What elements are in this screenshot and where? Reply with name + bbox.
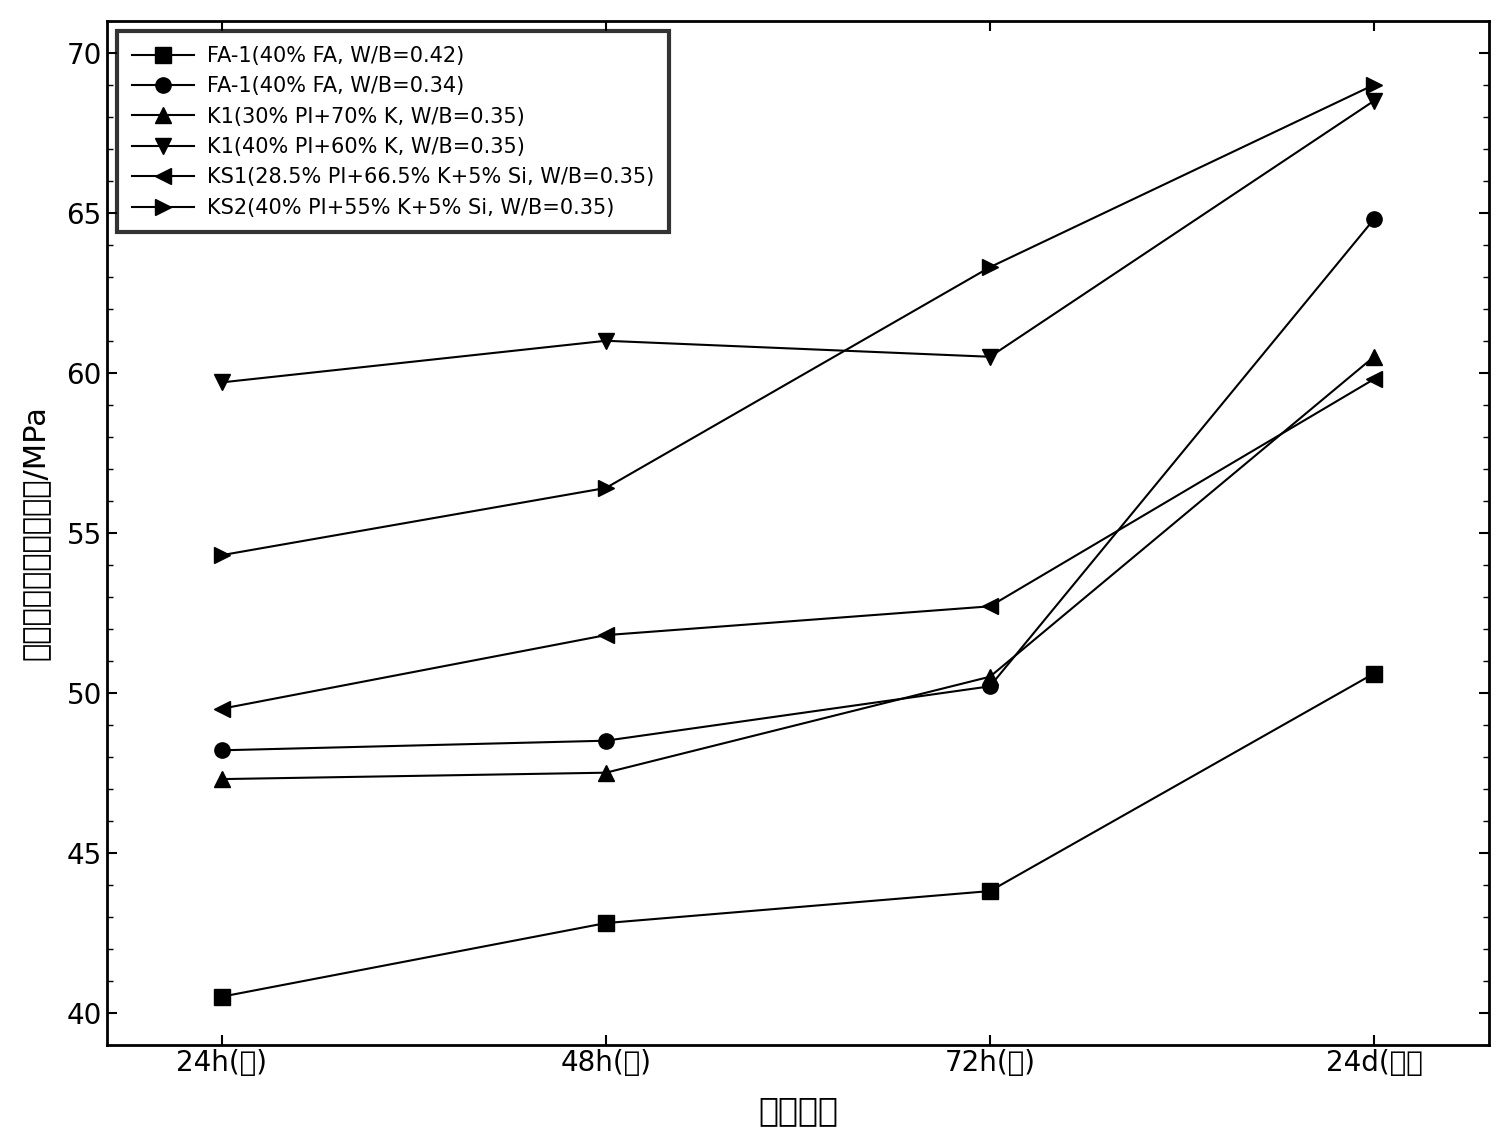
K1(30% PI+70% K, W/B=0.35) (1365, 350, 1383, 364)
K1(40% PI+60% K, W/B=0.35) (596, 334, 615, 348)
K1(40% PI+60% K, W/B=0.35) (982, 350, 1000, 364)
Legend: FA-1(40% FA, W/B=0.42), FA-1(40% FA, W/B=0.34), K1(30% PI+70% K, W/B=0.35), K1(4: FA-1(40% FA, W/B=0.42), FA-1(40% FA, W/B… (118, 31, 669, 233)
KS1(28.5% PI+66.5% K+5% Si, W/B=0.35) (596, 628, 615, 642)
Line: K1(40% PI+60% K, W/B=0.35): K1(40% PI+60% K, W/B=0.35) (214, 93, 1382, 390)
KS2(40% PI+55% K+5% Si, W/B=0.35) (1365, 78, 1383, 92)
KS2(40% PI+55% K+5% Si, W/B=0.35) (213, 549, 231, 563)
Y-axis label: 混凝土立方体抗压强度/MPa: 混凝土立方体抗压强度/MPa (21, 405, 50, 660)
K1(40% PI+60% K, W/B=0.35) (1365, 94, 1383, 108)
KS1(28.5% PI+66.5% K+5% Si, W/B=0.35) (982, 599, 1000, 613)
Line: FA-1(40% FA, W/B=0.42): FA-1(40% FA, W/B=0.42) (214, 666, 1382, 1004)
K1(30% PI+70% K, W/B=0.35) (982, 669, 1000, 683)
FA-1(40% FA, W/B=0.34) (596, 734, 615, 747)
FA-1(40% FA, W/B=0.34) (982, 680, 1000, 693)
X-axis label: 养护时间: 养护时间 (758, 1094, 838, 1127)
FA-1(40% FA, W/B=0.42) (982, 884, 1000, 898)
KS1(28.5% PI+66.5% K+5% Si, W/B=0.35) (1365, 372, 1383, 386)
K1(40% PI+60% K, W/B=0.35) (213, 375, 231, 389)
K1(30% PI+70% K, W/B=0.35) (213, 773, 231, 786)
FA-1(40% FA, W/B=0.42) (596, 916, 615, 930)
Line: K1(30% PI+70% K, W/B=0.35): K1(30% PI+70% K, W/B=0.35) (214, 349, 1382, 786)
FA-1(40% FA, W/B=0.34) (213, 744, 231, 758)
KS1(28.5% PI+66.5% K+5% Si, W/B=0.35) (213, 701, 231, 715)
Line: KS1(28.5% PI+66.5% K+5% Si, W/B=0.35): KS1(28.5% PI+66.5% K+5% Si, W/B=0.35) (214, 372, 1382, 716)
FA-1(40% FA, W/B=0.34) (1365, 212, 1383, 226)
Line: KS2(40% PI+55% K+5% Si, W/B=0.35): KS2(40% PI+55% K+5% Si, W/B=0.35) (214, 77, 1382, 563)
Line: FA-1(40% FA, W/B=0.34): FA-1(40% FA, W/B=0.34) (214, 211, 1382, 758)
FA-1(40% FA, W/B=0.42) (213, 990, 231, 1003)
K1(30% PI+70% K, W/B=0.35) (596, 766, 615, 779)
KS2(40% PI+55% K+5% Si, W/B=0.35) (982, 261, 1000, 274)
FA-1(40% FA, W/B=0.42) (1365, 667, 1383, 681)
KS2(40% PI+55% K+5% Si, W/B=0.35) (596, 481, 615, 495)
